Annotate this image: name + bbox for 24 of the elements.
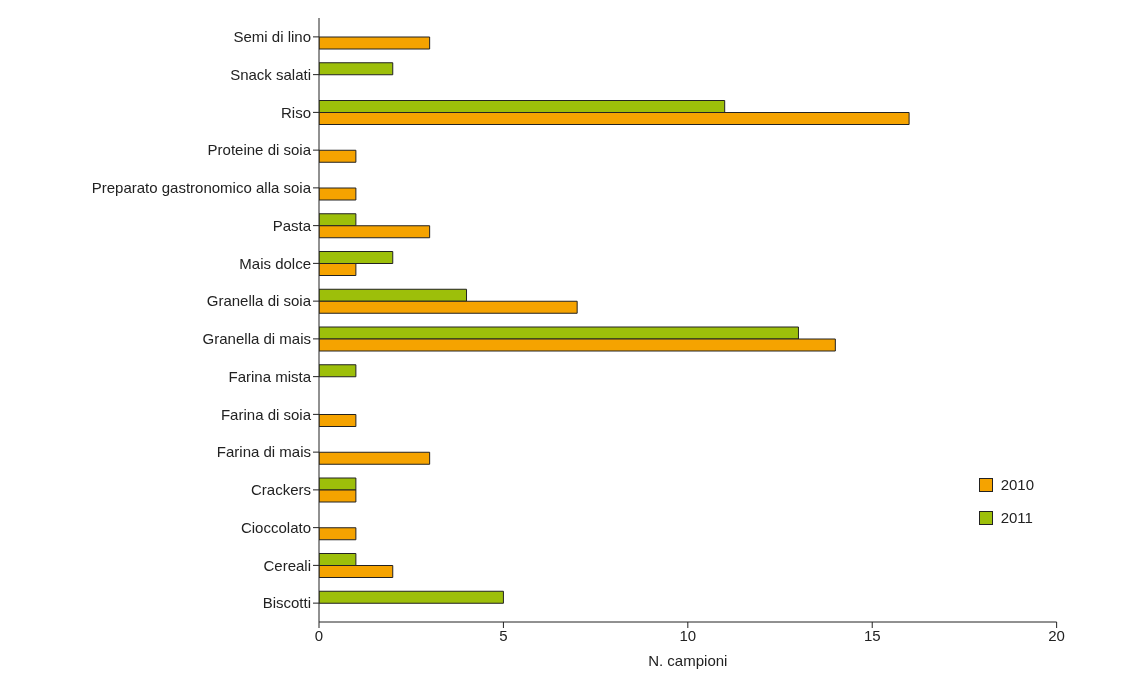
y-tick-label: Riso — [280, 103, 311, 121]
y-tick-label: Preparato gastronomico alla soia — [91, 179, 312, 197]
y-tick-label: Semi di lino — [233, 28, 311, 46]
y-tick-label: Farina mista — [228, 367, 312, 385]
x-tick-label: 0 — [314, 626, 324, 644]
x-tick-label: 5 — [499, 626, 508, 644]
x-tick-label: 15 — [863, 626, 881, 644]
y-tick-label: Granella di mais — [202, 330, 311, 348]
y-tick-label: Granella di soia — [206, 292, 312, 310]
y-tick-label: Biscotti — [262, 594, 311, 612]
legend-label: 2010 — [1000, 476, 1034, 493]
y-tick-label: Farina di mais — [216, 443, 311, 461]
y-tick-label: Crackers — [250, 481, 311, 499]
legend-label: 2011 — [1000, 509, 1033, 526]
x-tick-label: 20 — [1048, 626, 1065, 644]
y-tick-label: Snack salati — [230, 65, 311, 83]
x-tick-label: 10 — [679, 626, 697, 644]
y-tick-label: Farina di soia — [220, 405, 312, 423]
x-axis-title: N. campioni — [648, 652, 728, 669]
y-tick-label: Mais dolce — [239, 254, 311, 272]
y-tick-label: Pasta — [272, 216, 312, 234]
y-tick-label: Proteine di soia — [207, 141, 312, 159]
y-tick-label: Cereali — [263, 556, 311, 574]
y-tick-label: Cioccolato — [240, 518, 311, 536]
